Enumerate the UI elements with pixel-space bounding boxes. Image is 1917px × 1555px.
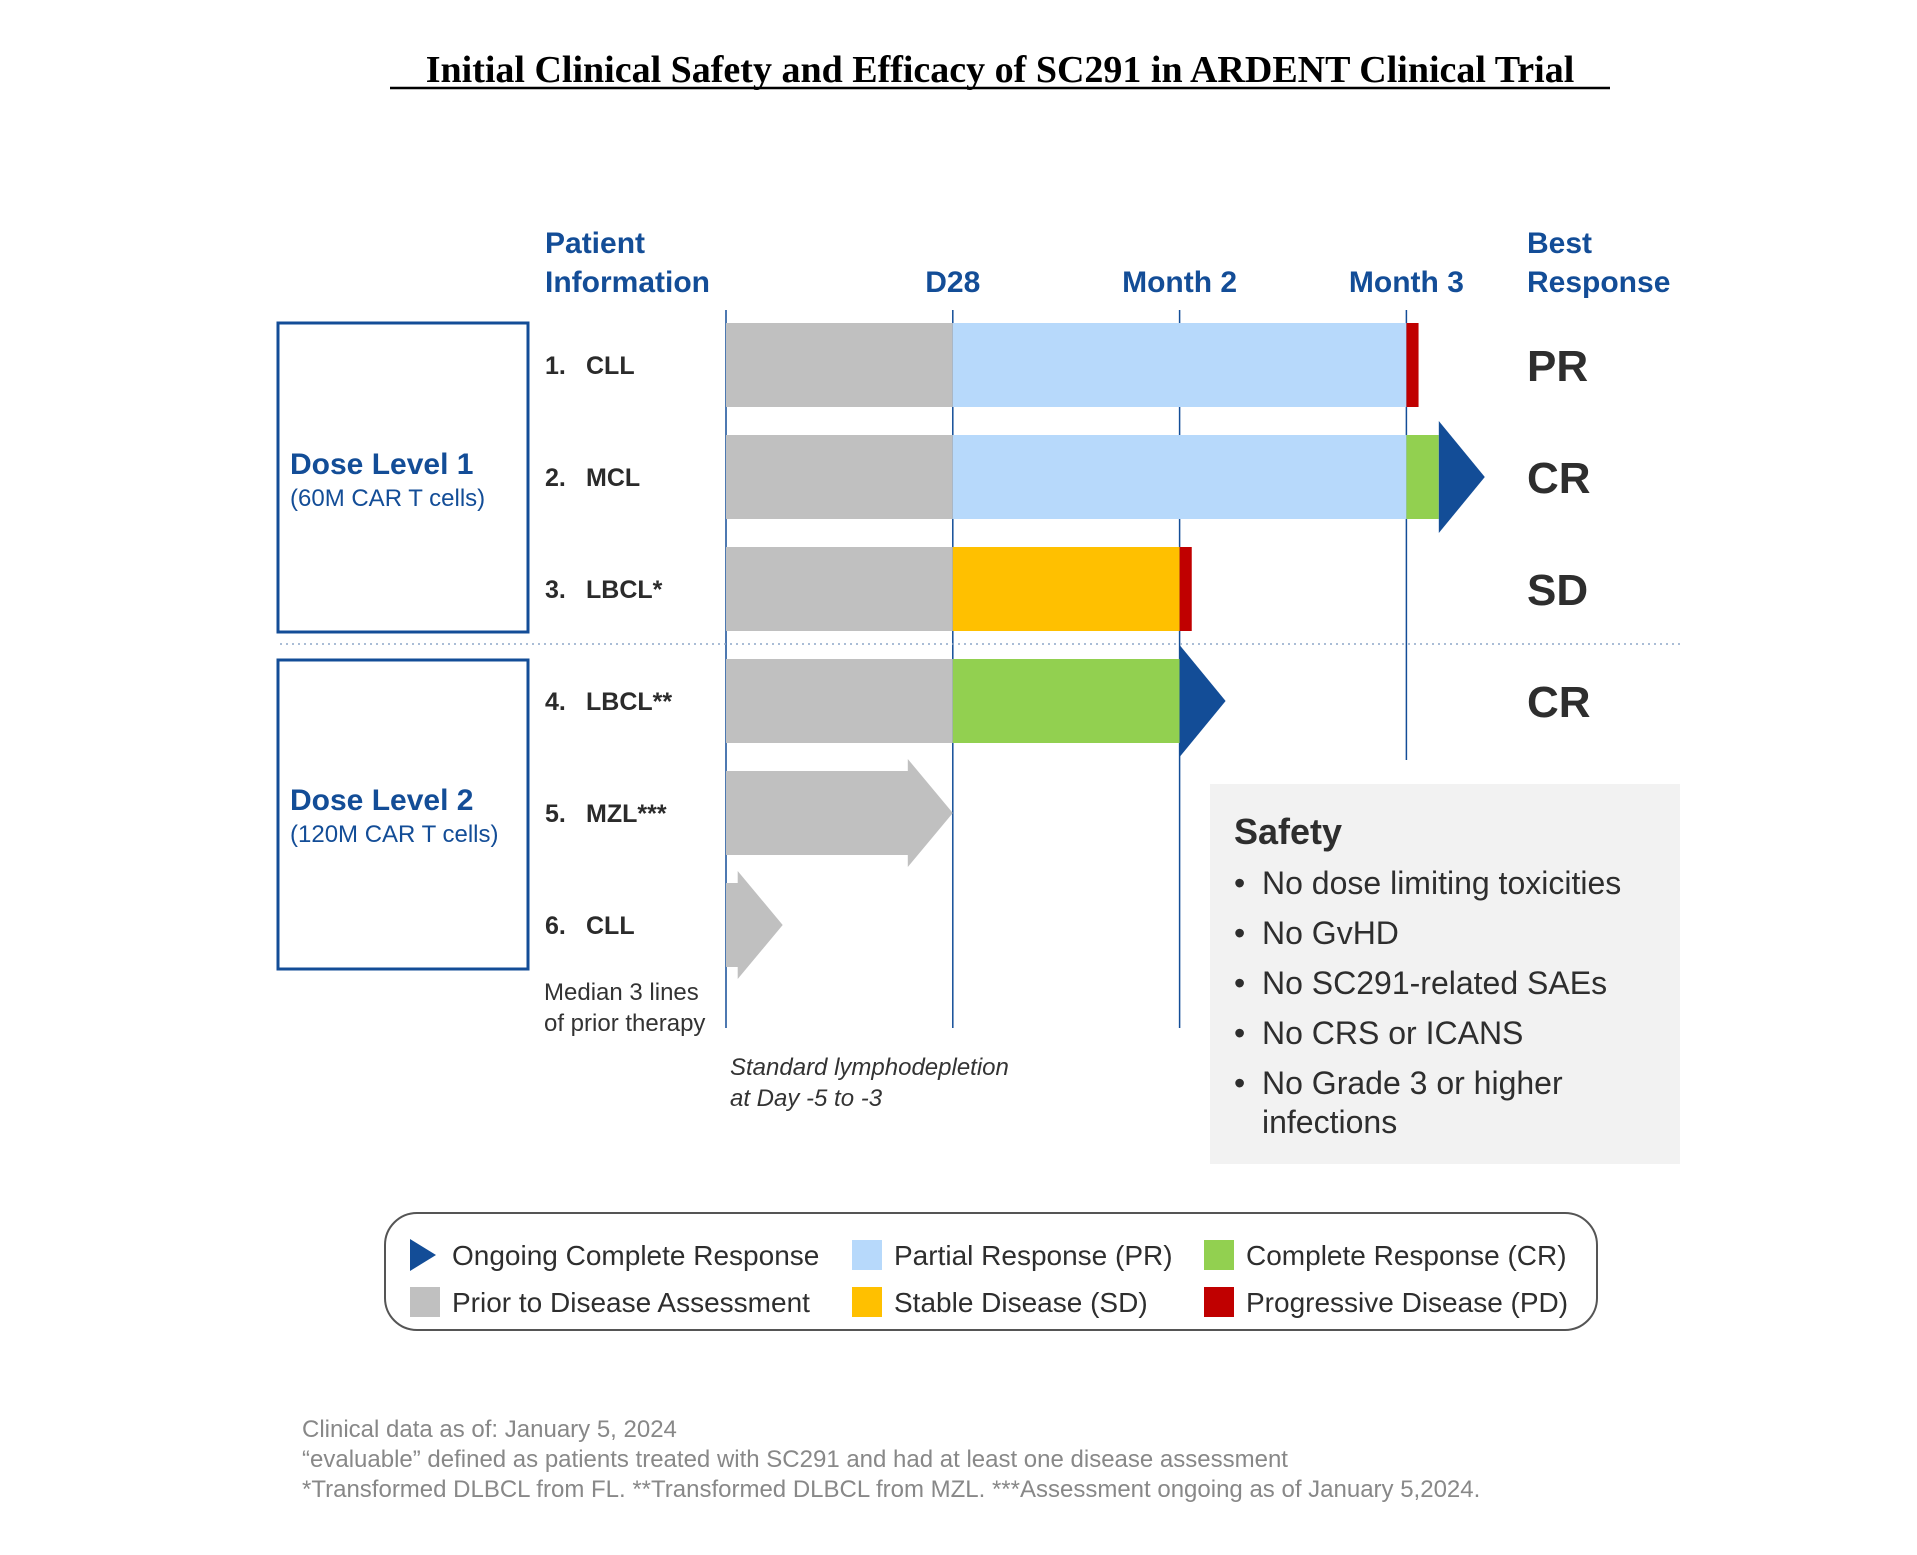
patient-row: 3. LBCL* SD (545, 547, 1588, 631)
patient-number: 2. (545, 464, 566, 492)
legend-swatch-sd (852, 1287, 882, 1317)
dose-level-1-detail: (60M CAR T cells) (290, 485, 485, 512)
patient-row: 1. CLL PR (545, 323, 1588, 407)
bar-prior-arrow (726, 759, 953, 867)
bar-segment-prior (726, 435, 953, 519)
lymphodepletion-note-line1: Standard lymphodepletion (730, 1054, 1009, 1081)
safety-bullet: • (1234, 1015, 1245, 1051)
legend-swatch-prior (410, 1287, 440, 1317)
footnote-3: *Transformed DLBCL from FL. **Transforme… (302, 1476, 1480, 1503)
bar-segment-sd (952, 547, 1180, 631)
page-title: Initial Clinical Safety and Efficacy of … (426, 49, 1575, 91)
patient-row: 5. MZL*** (545, 759, 953, 867)
safety-title: Safety (1234, 811, 1342, 852)
legend-items: Ongoing Complete Response Partial Respons… (410, 1239, 1568, 1318)
safety-item-5: No Grade 3 or higher (1262, 1065, 1563, 1101)
ongoing-response-arrow (1179, 645, 1226, 757)
bar-segment-cr (952, 659, 1180, 743)
patient-number: 3. (545, 576, 566, 604)
ongoing-response-arrow (1438, 421, 1485, 533)
legend-swatch-pd (1204, 1287, 1234, 1317)
median-note-line2: of prior therapy (544, 1010, 705, 1037)
best-response-label: CR (1527, 454, 1591, 503)
bar-segment-prior (726, 323, 953, 407)
header-patient-information-line2: Information (545, 266, 710, 299)
safety-bullet: • (1234, 965, 1245, 1001)
safety-bullet: • (1234, 1065, 1245, 1101)
legend-label-ongoing: Ongoing Complete Response (452, 1240, 819, 1271)
patient-number: 1. (545, 352, 566, 380)
patient-label: MCL (586, 464, 640, 492)
safety-item-4: No CRS or ICANS (1262, 1015, 1523, 1051)
legend-box (384, 1212, 1598, 1331)
patient-number: 4. (545, 688, 566, 716)
legend-swatch-pr (852, 1240, 882, 1270)
patient-label: CLL (586, 352, 635, 380)
legend-label-sd: Stable Disease (SD) (894, 1287, 1148, 1318)
header-patient-information-line1: Patient (545, 227, 645, 260)
patient-row: 6. CLL (545, 871, 783, 979)
safety-item-3: No SC291-related SAEs (1262, 965, 1607, 1001)
safety-item-1: No dose limiting toxicities (1262, 865, 1621, 901)
safety-item-2: No GvHD (1262, 915, 1399, 951)
patient-label: LBCL* (586, 576, 663, 604)
lymphodepletion-note-line2: at Day -5 to -3 (730, 1085, 883, 1112)
safety-bullet: • (1234, 865, 1245, 901)
bar-segment-pd (1406, 323, 1419, 407)
legend-label-prior: Prior to Disease Assessment (452, 1287, 810, 1318)
header-best-response-line1: Best (1527, 227, 1592, 260)
legend-swatch-ongoing (410, 1239, 436, 1271)
patient-number: 5. (545, 800, 566, 828)
dose-level-2-box (276, 658, 530, 971)
timepoint-label-d28: D28 (925, 266, 980, 299)
median-note-line1: Median 3 lines (544, 979, 699, 1006)
patient-number: 6. (545, 912, 566, 940)
patient-row: 2. MCL CR (545, 421, 1591, 533)
safety-bullet: • (1234, 915, 1245, 951)
header-best-response-line2: Response (1527, 266, 1670, 299)
timepoint-label-month-2: Month 2 (1122, 266, 1237, 299)
bar-segment-prior (726, 547, 953, 631)
legend-label-pd: Progressive Disease (PD) (1246, 1287, 1568, 1318)
safety-panel (1210, 784, 1680, 1164)
footnote-2: “evaluable” defined as patients treated … (302, 1446, 1288, 1473)
patient-label: MZL*** (586, 800, 667, 828)
bar-segment-pd (1179, 547, 1192, 631)
legend-label-cr: Complete Response (CR) (1246, 1240, 1567, 1271)
bar-segment-pr (952, 435, 1407, 519)
patient-rows: 1. CLL PR 2. MCL CR 3. LBCL* SD 4. LBCL** CR 5. MZL**… (545, 323, 1591, 979)
legend-swatch-cr (1204, 1240, 1234, 1270)
safety-list: • No dose limiting toxicities • No GvHD … (1234, 865, 1621, 1140)
best-response-label: SD (1527, 566, 1588, 615)
bar-segment-pr (952, 323, 1407, 407)
safety-item-5-cont: infections (1262, 1104, 1397, 1140)
best-response-label: PR (1527, 342, 1588, 391)
bar-segment-cr (1406, 435, 1439, 519)
best-response-label: CR (1527, 678, 1591, 727)
dose-level-1-box (276, 321, 530, 634)
patient-row: 4. LBCL** CR (545, 645, 1591, 757)
bar-prior-arrow (726, 871, 783, 979)
dose-level-2-detail: (120M CAR T cells) (290, 821, 499, 848)
bar-segment-prior (726, 659, 953, 743)
patient-label: LBCL** (586, 688, 672, 716)
legend-label-pr: Partial Response (PR) (894, 1240, 1173, 1271)
dose-level-2-name: Dose Level 2 (290, 784, 473, 817)
footnote-1: Clinical data as of: January 5, 2024 (302, 1416, 677, 1443)
timepoint-label-month-3: Month 3 (1349, 266, 1464, 299)
dose-level-1-name: Dose Level 1 (290, 448, 473, 481)
patient-label: CLL (586, 912, 635, 940)
